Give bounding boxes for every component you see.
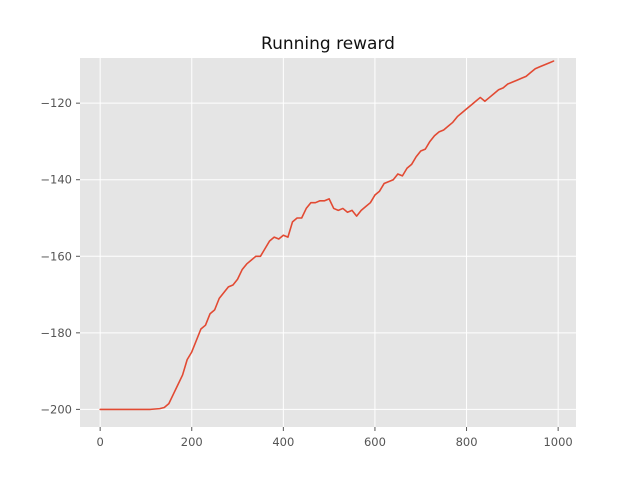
plot-area bbox=[80, 58, 576, 427]
y-tick-label: −200 bbox=[40, 402, 72, 416]
x-tick-label: 200 bbox=[181, 435, 203, 449]
x-tick-label: 0 bbox=[96, 435, 103, 449]
x-tick-label: 600 bbox=[364, 435, 386, 449]
y-tick-label: −180 bbox=[40, 326, 72, 340]
x-tick-label: 800 bbox=[456, 435, 478, 449]
y-tick-label: −140 bbox=[40, 173, 72, 187]
grid bbox=[80, 58, 576, 427]
series-layer bbox=[99, 60, 555, 411]
y-tick-label: −160 bbox=[40, 249, 72, 263]
x-tick-label: 400 bbox=[272, 435, 294, 449]
series-line bbox=[99, 60, 555, 411]
x-tick-label: 1000 bbox=[543, 435, 572, 449]
chart-title: Running reward bbox=[261, 34, 395, 54]
y-tick-label: −120 bbox=[40, 96, 72, 110]
axis-ticks: 0 200 400 600 800 1000 −200 −180 −160 −140 −120 bbox=[40, 96, 572, 449]
